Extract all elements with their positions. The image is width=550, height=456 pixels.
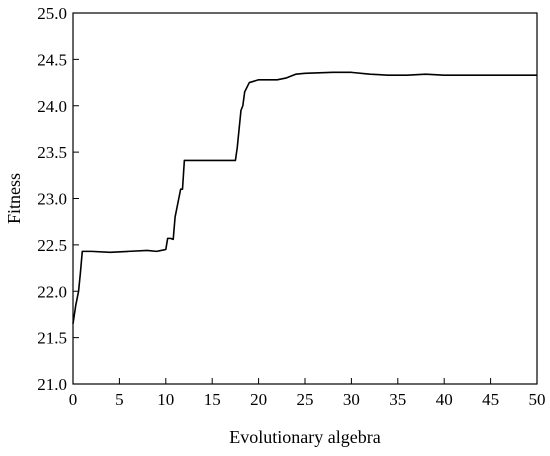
y-tick-label: 22.5 [37,236,67,255]
x-tick-label: 0 [69,390,78,409]
x-tick-label: 10 [157,390,174,409]
x-tick-label: 5 [115,390,124,409]
x-tick-label: 40 [436,390,453,409]
x-tick-label: 20 [250,390,267,409]
x-tick-label: 30 [343,390,360,409]
y-axis-label: Fitness [4,173,24,224]
y-tick-label: 24.5 [37,50,67,69]
y-tick-label: 24.0 [37,97,67,116]
x-tick-label: 25 [297,390,314,409]
y-tick-label: 25.0 [37,4,67,23]
y-tick-label: 22.0 [37,282,67,301]
x-axis-label: Evolutionary algebra [229,427,380,447]
x-tick-label: 45 [482,390,499,409]
y-axis-ticks: 21.0 21.5 22.0 22.5 23.0 23.5 24.0 24.5 25.0 [37,4,79,394]
y-tick-label: 21.0 [37,375,67,394]
x-tick-label: 50 [529,390,546,409]
x-axis-ticks: 0 5 10 15 20 25 30 35 40 45 50 [69,378,546,409]
fitness-series-line [72,71,537,324]
x-tick-label: 35 [389,390,406,409]
y-tick-label: 23.0 [37,190,67,209]
plot-frame [72,12,538,385]
x-tick-label: 15 [204,390,221,409]
y-tick-label: 23.5 [37,143,67,162]
y-tick-label: 21.5 [37,329,67,348]
